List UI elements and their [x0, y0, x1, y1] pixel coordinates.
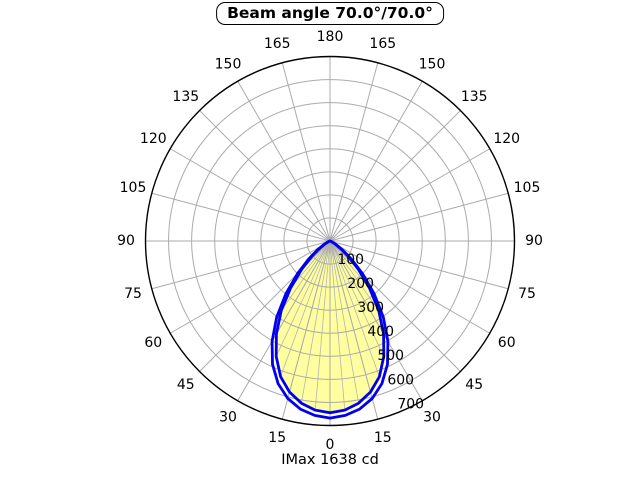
radial-tick-labels: 100 200 300 400 500 600 700	[337, 252, 424, 413]
angle-label: 15	[268, 430, 286, 446]
angle-label: 165	[369, 36, 396, 52]
angle-label: 105	[120, 180, 147, 196]
beam-curve-filled	[274, 239, 386, 415]
radial-tick-label: 500	[377, 348, 404, 364]
polar-outer-circle	[144, 55, 516, 427]
angle-label: 45	[177, 377, 195, 393]
angle-label: 75	[518, 286, 536, 302]
radial-tick-label: 100	[337, 252, 364, 268]
angle-labels: 0 15 15 30 30 45 45 60 60 75 75 90 90 105 105 120 120 135…	[117, 29, 543, 453]
angle-label: 0	[326, 437, 335, 453]
angle-label: 165	[264, 36, 291, 52]
angle-label: 30	[423, 410, 441, 426]
angle-label: 30	[219, 410, 237, 426]
radial-tick-label: 400	[367, 324, 394, 340]
angle-label: 15	[374, 430, 392, 446]
angle-label: 60	[498, 335, 516, 351]
radial-tick-label: 700	[397, 396, 424, 412]
angle-label: 120	[140, 131, 167, 147]
radial-tick-label: 200	[347, 276, 374, 292]
imax-label: IMax 1638 cd	[281, 452, 379, 468]
angle-label: 120	[493, 131, 520, 147]
angle-label: 135	[461, 89, 488, 105]
angle-label: 60	[144, 335, 162, 351]
angle-label: 180	[317, 29, 344, 45]
angle-label: 45	[465, 377, 483, 393]
angle-label: 135	[172, 89, 199, 105]
angle-label: 105	[514, 180, 541, 196]
radial-tick-label: 600	[387, 372, 414, 388]
angle-label: 75	[124, 286, 142, 302]
angle-label: 150	[215, 56, 242, 72]
polar-grid-spokes	[145, 56, 515, 426]
radial-tick-label: 300	[357, 300, 384, 316]
angle-label: 90	[117, 233, 135, 249]
angle-label: 90	[525, 233, 543, 249]
beam-angle-title: Beam angle 70.0°/70.0°	[216, 2, 444, 25]
angle-label: 150	[419, 56, 446, 72]
